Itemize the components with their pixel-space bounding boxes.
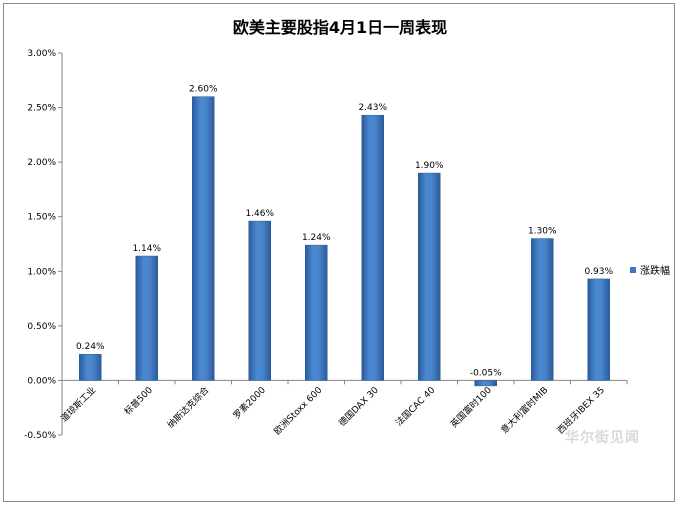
bar bbox=[79, 353, 102, 381]
y-tick-label: 2.50% bbox=[27, 104, 56, 114]
x-tick-label: 道琼斯工业 bbox=[58, 384, 98, 424]
x-tick-labels: 道琼斯工业 标普500 纳斯达克综合 罗素2000 欧洲Stoxx 600 德国DAX 3… bbox=[58, 384, 607, 437]
data-label: 1.90% bbox=[415, 161, 444, 171]
bar bbox=[192, 96, 215, 381]
y-tick-label: 0.00% bbox=[27, 376, 56, 386]
bar bbox=[248, 220, 271, 381]
chart-frame bbox=[3, 3, 675, 502]
x-tick-label: 法国CAC 40 bbox=[393, 384, 438, 429]
bar bbox=[418, 172, 441, 381]
data-label: 1.30% bbox=[528, 227, 557, 237]
data-label: 1.14% bbox=[132, 244, 161, 254]
x-tick-label: 罗素2000 bbox=[230, 384, 268, 422]
y-tick-label: 0.50% bbox=[27, 322, 56, 332]
bar bbox=[474, 380, 497, 387]
y-tick-label: 2.00% bbox=[27, 158, 56, 168]
bar bbox=[587, 278, 610, 381]
bar bbox=[361, 114, 384, 381]
data-label: -0.05% bbox=[470, 368, 502, 378]
y-tick-label: 1.50% bbox=[27, 213, 56, 223]
data-label: 0.24% bbox=[76, 342, 105, 352]
data-label: 2.60% bbox=[189, 85, 218, 95]
y-tick-label: 1.00% bbox=[27, 267, 56, 277]
bar bbox=[531, 238, 554, 381]
x-tick-label: 欧洲Stoxx 600 bbox=[271, 384, 324, 437]
data-label: 2.43% bbox=[358, 103, 387, 113]
axes: 3.00% 2.50% 2.00% 1.50% 1.00% 0.50% 0.00% -0.50… bbox=[24, 49, 628, 441]
x-tick-label: 纳斯达克综合 bbox=[165, 384, 212, 431]
watermark: 华尔街见闻 bbox=[565, 430, 640, 446]
y-tick-label: -0.50% bbox=[24, 431, 56, 441]
data-label: 1.24% bbox=[302, 233, 331, 243]
y-tick-label: 3.00% bbox=[27, 49, 56, 59]
data-label: 0.93% bbox=[584, 267, 613, 277]
x-tick-label: 意大利富时MIB bbox=[498, 384, 550, 436]
data-labels: 0.24% 1.14% 2.60% 1.46% 1.24% 2.43% 1.90% -0.05… bbox=[76, 85, 614, 379]
legend: 涨跌幅 bbox=[630, 262, 670, 277]
x-tick-label: 标普500 bbox=[122, 384, 156, 418]
x-tick-label: 英国富时100 bbox=[448, 384, 494, 430]
chart-title: 欧美主要股指4月1日一周表现 bbox=[232, 18, 448, 37]
legend-swatch bbox=[630, 266, 636, 273]
bar bbox=[305, 244, 328, 381]
legend-label: 涨跌幅 bbox=[640, 266, 670, 277]
bars bbox=[79, 96, 610, 387]
bar bbox=[135, 255, 158, 381]
data-label: 1.46% bbox=[245, 209, 274, 219]
x-tick-label: 德国DAX 30 bbox=[336, 384, 381, 429]
